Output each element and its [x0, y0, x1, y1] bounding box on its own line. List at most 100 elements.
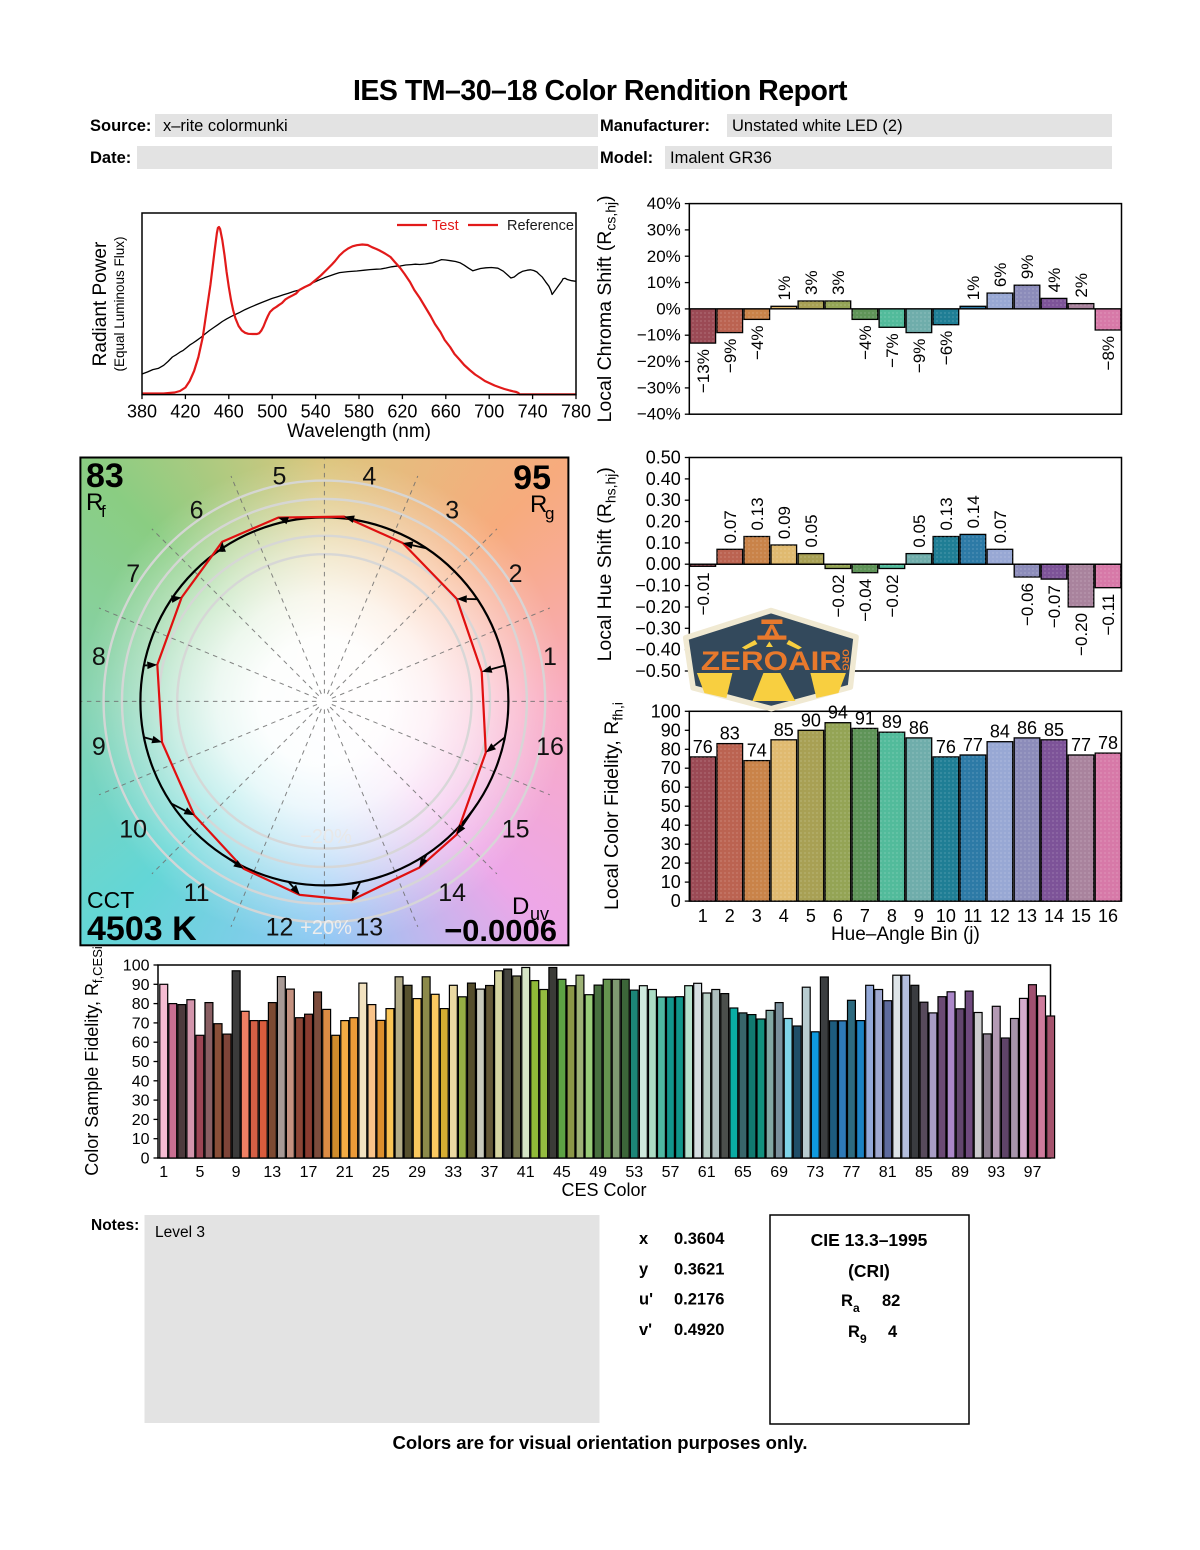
- svg-text:30: 30: [132, 1093, 150, 1110]
- svg-text:y: y: [639, 1260, 649, 1278]
- svg-text:CIE 13.3–1995: CIE 13.3–1995: [811, 1230, 928, 1250]
- svg-text:Manufacturer:: Manufacturer:: [600, 117, 710, 135]
- svg-text:11: 11: [964, 906, 983, 926]
- svg-text:(CRI): (CRI): [848, 1261, 890, 1281]
- svg-text:65: 65: [734, 1164, 752, 1181]
- svg-text:Imalent GR36: Imalent GR36: [670, 149, 772, 167]
- svg-text:Colors are for visual orientat: Colors are for visual orientation purpos…: [393, 1432, 808, 1453]
- svg-text:89: 89: [882, 712, 902, 732]
- svg-text:−9%: −9%: [910, 339, 929, 374]
- svg-text:−0.20: −0.20: [1072, 613, 1091, 656]
- svg-text:82: 82: [882, 1292, 900, 1310]
- svg-text:1%: 1%: [775, 276, 794, 301]
- svg-text:0.3604: 0.3604: [674, 1230, 725, 1248]
- svg-text:41: 41: [517, 1164, 535, 1181]
- svg-text:660: 660: [431, 402, 461, 422]
- svg-text:2: 2: [509, 560, 523, 588]
- svg-text:0.13: 0.13: [748, 497, 767, 530]
- svg-text:a: a: [853, 1301, 860, 1315]
- svg-text:580: 580: [344, 402, 374, 422]
- svg-text:13: 13: [355, 914, 383, 942]
- svg-text:0.2176: 0.2176: [674, 1291, 724, 1309]
- svg-text:0.13: 0.13: [937, 497, 956, 530]
- svg-text:f: f: [101, 502, 106, 521]
- svg-text:4: 4: [888, 1323, 898, 1341]
- svg-text:9%: 9%: [1018, 255, 1037, 280]
- svg-text:90: 90: [801, 710, 821, 730]
- svg-text:−30%: −30%: [637, 378, 681, 397]
- svg-text:78: 78: [1098, 733, 1118, 753]
- svg-text:5: 5: [195, 1164, 204, 1181]
- svg-text:14: 14: [438, 879, 466, 907]
- svg-text:x–rite colormunki: x–rite colormunki: [163, 117, 288, 135]
- svg-text:Local Hue Shift (Rhs,hj): Local Hue Shift (Rhs,hj): [594, 467, 619, 661]
- svg-text:CES Color: CES Color: [561, 1180, 646, 1200]
- svg-text:13: 13: [1017, 906, 1037, 926]
- svg-text:12: 12: [990, 906, 1010, 926]
- svg-text:37: 37: [481, 1164, 499, 1181]
- svg-text:91: 91: [855, 708, 875, 728]
- svg-text:6: 6: [190, 497, 204, 525]
- svg-text:93: 93: [987, 1164, 1005, 1181]
- svg-text:60: 60: [661, 777, 681, 797]
- svg-text:0.50: 0.50: [646, 448, 681, 468]
- svg-text:−0.50: −0.50: [635, 661, 681, 681]
- svg-text:40: 40: [661, 815, 681, 835]
- svg-text:x: x: [639, 1230, 649, 1248]
- svg-text:Radiant Power: Radiant Power: [90, 241, 111, 366]
- svg-text:Local Chroma Shift (Rcs,hj): Local Chroma Shift (Rcs,hj): [594, 195, 619, 422]
- svg-text:0.07: 0.07: [991, 510, 1010, 543]
- svg-text:Date:: Date:: [90, 149, 131, 167]
- svg-text:10: 10: [936, 906, 956, 926]
- svg-text:85: 85: [1044, 720, 1064, 740]
- svg-text:−0.04: −0.04: [856, 579, 875, 622]
- svg-text:R: R: [841, 1292, 853, 1310]
- svg-text:620: 620: [387, 402, 417, 422]
- svg-text:(Equal Luminous Flux): (Equal Luminous Flux): [112, 236, 127, 371]
- svg-text:85: 85: [774, 720, 794, 740]
- svg-text:49: 49: [589, 1164, 607, 1181]
- svg-text:Local Color Fidelity, Rfh,i: Local Color Fidelity, Rfh,i: [601, 702, 626, 910]
- svg-text:70: 70: [132, 1015, 150, 1032]
- svg-text:61: 61: [698, 1164, 716, 1181]
- svg-text:20: 20: [661, 853, 681, 873]
- svg-text:CCT: CCT: [87, 887, 134, 913]
- svg-text:7: 7: [126, 560, 140, 588]
- svg-text:53: 53: [625, 1164, 643, 1181]
- svg-text:Level 3: Level 3: [155, 1224, 205, 1241]
- svg-text:9: 9: [860, 1332, 867, 1346]
- svg-text:−7%: −7%: [883, 333, 902, 368]
- svg-text:−0.07: −0.07: [1045, 585, 1064, 628]
- svg-text:90: 90: [661, 720, 681, 740]
- svg-text:v': v': [639, 1321, 652, 1339]
- svg-text:−0.40: −0.40: [635, 640, 681, 660]
- svg-text:420: 420: [170, 402, 200, 422]
- svg-text:u': u': [639, 1291, 653, 1309]
- svg-text:17: 17: [300, 1164, 318, 1181]
- svg-text:0%: 0%: [656, 299, 681, 318]
- svg-text:30%: 30%: [647, 220, 681, 239]
- svg-text:Hue–Angle Bin (j): Hue–Angle Bin (j): [831, 924, 980, 945]
- svg-text:ORG: ORG: [839, 649, 850, 671]
- svg-text:Model:: Model:: [600, 149, 653, 167]
- svg-text:0.4920: 0.4920: [674, 1321, 724, 1339]
- svg-text:−0.20: −0.20: [635, 597, 681, 617]
- svg-text:73: 73: [806, 1164, 824, 1181]
- svg-text:16: 16: [1098, 906, 1118, 926]
- svg-text:Notes:: Notes:: [91, 1217, 139, 1234]
- svg-text:4: 4: [362, 462, 376, 490]
- svg-text:57: 57: [662, 1164, 680, 1181]
- svg-text:77: 77: [963, 735, 983, 755]
- svg-text:10: 10: [661, 872, 681, 892]
- svg-text:−10%: −10%: [637, 326, 681, 345]
- svg-text:D: D: [512, 893, 529, 920]
- svg-text:16: 16: [536, 733, 564, 761]
- svg-text:ZEROAIR: ZEROAIR: [701, 646, 842, 676]
- svg-text:R: R: [530, 491, 547, 518]
- svg-text:13: 13: [263, 1164, 281, 1181]
- svg-text:95: 95: [513, 459, 551, 497]
- svg-text:−0.06: −0.06: [1018, 583, 1037, 626]
- svg-text:3: 3: [752, 906, 762, 926]
- svg-text:100: 100: [651, 701, 681, 721]
- svg-text:89: 89: [951, 1164, 969, 1181]
